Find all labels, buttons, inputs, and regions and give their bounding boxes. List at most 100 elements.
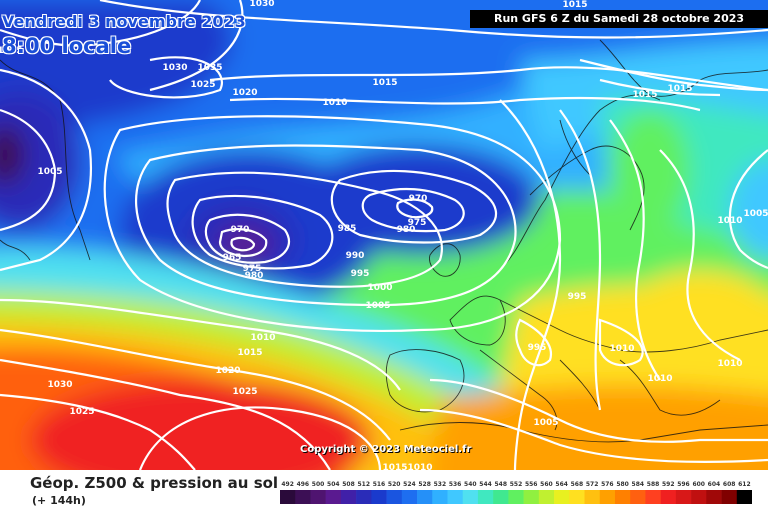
isobar-label: 1005 xyxy=(743,209,768,219)
isobar-label: 980 xyxy=(397,225,416,235)
forecast-hour: (+ 144h) xyxy=(32,494,86,507)
legend-swatches xyxy=(280,490,752,504)
legend-label: 504 xyxy=(327,481,340,488)
legend-label: 508 xyxy=(342,481,355,488)
legend-swatch xyxy=(295,490,311,504)
legend-swatch xyxy=(401,490,418,504)
run-info-banner: Run GFS 6 Z du Samedi 28 octobre 2023 xyxy=(470,10,768,28)
isobar-label: 1010 xyxy=(250,333,275,343)
legend-swatch xyxy=(432,490,448,504)
legend-swatch xyxy=(660,490,677,504)
legend-swatch xyxy=(356,490,372,504)
legend-swatch xyxy=(371,490,387,504)
isobar-label: 1010 xyxy=(717,359,742,369)
isobar-lines xyxy=(0,0,768,470)
legend-label: 548 xyxy=(495,481,508,488)
legend-label: 600 xyxy=(692,481,705,488)
legend-swatch xyxy=(417,490,433,504)
legend-label: 556 xyxy=(525,481,538,488)
legend-label: 588 xyxy=(647,481,660,488)
legend-label: 608 xyxy=(723,481,736,488)
isobar-label: 1010 xyxy=(609,344,634,354)
isobar-label: 1010 xyxy=(322,98,347,108)
legend-label: 492 xyxy=(281,481,294,488)
legend-label: 572 xyxy=(586,481,599,488)
isobar-label: 1015 xyxy=(632,90,657,100)
isobar-label: 1000 xyxy=(367,283,392,293)
legend-swatch xyxy=(477,490,494,504)
map-title: Géop. Z500 & pression au sol xyxy=(30,474,279,492)
legend-label: 568 xyxy=(571,481,584,488)
isobar-label: 1020 xyxy=(215,366,240,376)
color-scale-legend: 492 496 500 504 508 512 516 520 524 528 532 536 540 5… xyxy=(280,481,752,504)
isobar-label: 1025 xyxy=(232,387,257,397)
legend-swatch xyxy=(508,490,524,504)
legend-label: 512 xyxy=(357,481,370,488)
isobar-label: 995 xyxy=(528,343,547,353)
legend-label: 516 xyxy=(373,481,386,488)
legend-label: 552 xyxy=(510,481,523,488)
legend-swatch xyxy=(493,490,509,504)
isobar-label: 995 xyxy=(568,292,587,302)
isobar-label: 1015 xyxy=(237,348,262,358)
legend-label: 596 xyxy=(677,481,690,488)
legend-swatch xyxy=(630,490,646,504)
isobar-label: 1005 xyxy=(533,418,558,428)
legend-label: 604 xyxy=(708,481,721,488)
legend-swatch xyxy=(538,490,555,504)
legend-labels: 492 496 500 504 508 512 516 520 524 528 532 536 540 5… xyxy=(281,481,750,488)
copyright-notice: Copyright © 2023 Meteociel.fr xyxy=(300,444,472,455)
legend-label: 528 xyxy=(418,481,431,488)
legend-swatch xyxy=(462,490,479,504)
legend-swatch xyxy=(584,490,601,504)
legend-swatch xyxy=(523,490,540,504)
isobar-label: 1020 xyxy=(232,88,257,98)
forecast-time: 8:00 locale xyxy=(2,34,132,58)
isobar-label: 1030 xyxy=(162,63,187,73)
isobar-label: 1035 xyxy=(197,63,222,73)
legend-label: 612 xyxy=(738,481,751,488)
isobar-label: 1015 xyxy=(382,463,407,470)
isobar-label: 1005 xyxy=(37,167,62,177)
isobar-label: 1010 xyxy=(407,463,432,470)
legend-label: 592 xyxy=(662,481,675,488)
isobar-label: 1015 xyxy=(562,0,587,10)
isobar-label: 965 xyxy=(223,253,242,263)
isobar-label: 1025 xyxy=(190,80,215,90)
legend-swatch xyxy=(325,490,342,504)
legend-label: 544 xyxy=(479,481,492,488)
isobar-label: 985 xyxy=(338,224,357,234)
isobar-label: 1015 xyxy=(667,84,692,94)
isobar-label: 970 xyxy=(231,225,250,235)
legend-swatch xyxy=(736,490,752,504)
legend-label: 520 xyxy=(388,481,401,488)
isobar-label: 980 xyxy=(245,271,264,281)
legend-label: 540 xyxy=(464,481,477,488)
isobar-label: 1025 xyxy=(69,407,94,417)
legend-swatch xyxy=(340,490,357,504)
legend-swatch xyxy=(691,490,707,504)
isobar-label: 1030 xyxy=(249,0,274,9)
legend-swatch xyxy=(310,490,326,504)
isobar-label: 1005 xyxy=(0,46,23,56)
legend-swatch xyxy=(614,490,631,504)
legend-swatch xyxy=(447,490,464,504)
legend-label: 532 xyxy=(434,481,447,488)
legend-swatch xyxy=(280,490,296,504)
isobar-label: 1010 xyxy=(717,216,742,226)
legend-label: 496 xyxy=(297,481,310,488)
legend-swatch xyxy=(675,490,692,504)
legend-label: 536 xyxy=(449,481,462,488)
legend-swatch xyxy=(569,490,585,504)
isobar-label: 1010 xyxy=(647,374,672,384)
isobar-label: 1015 xyxy=(372,78,397,88)
forecast-date: Vendredi 3 novembre 2023 xyxy=(2,12,246,31)
legend-label: 564 xyxy=(555,481,568,488)
legend-swatch xyxy=(706,490,722,504)
legend-swatch xyxy=(599,490,616,504)
isobar-label: 975 xyxy=(408,218,427,228)
isobar-label: 990 xyxy=(346,251,365,261)
